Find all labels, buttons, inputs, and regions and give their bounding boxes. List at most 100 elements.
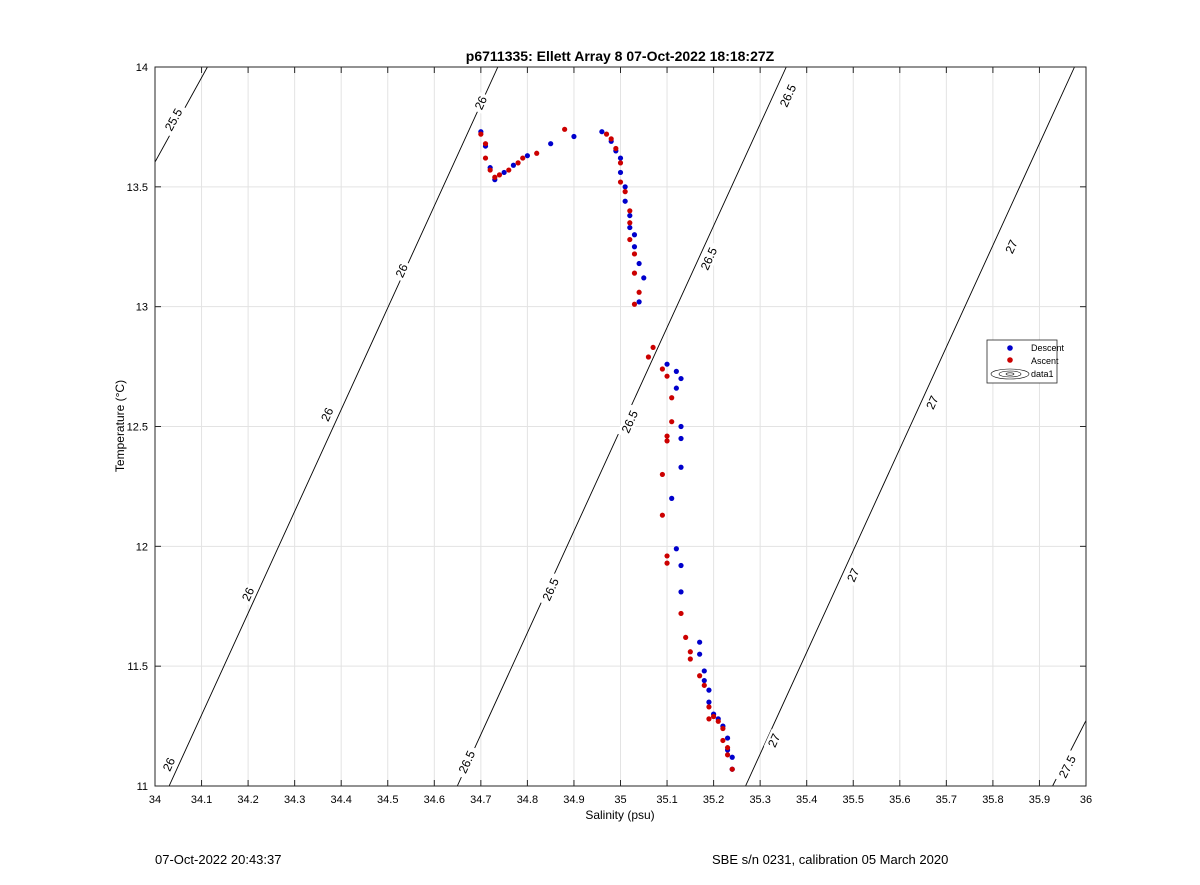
ascent-point [720, 725, 726, 732]
ascent-point [534, 150, 540, 156]
isopycnal-label-text: 26 [393, 261, 411, 279]
descent-point [664, 361, 670, 367]
ascent-point [608, 136, 614, 142]
y-tick-label: 13 [136, 302, 148, 314]
descent-point [641, 275, 647, 281]
x-axis-label: Salinity (psu) [585, 808, 654, 822]
ascent-point [613, 145, 619, 152]
descent-point [636, 299, 642, 305]
x-tick-label: 35.5 [843, 794, 864, 806]
x-tick-label: 35.9 [1029, 794, 1050, 806]
ascent-point [664, 438, 670, 444]
x-tick-label: 35.8 [982, 794, 1003, 806]
ascent-point [687, 649, 693, 655]
legend-box [986, 339, 1058, 384]
ascent-point [687, 656, 693, 662]
ascent-point [636, 289, 642, 295]
x-tick-label: 34.5 [377, 794, 398, 806]
descent-point [678, 375, 684, 382]
legend-ascent-marker [1007, 357, 1013, 363]
ascent-point [664, 433, 670, 439]
ascent-point [697, 673, 703, 679]
ascent-point [706, 716, 712, 722]
descent-point [631, 244, 638, 250]
data-points [478, 126, 735, 772]
isopycnal-label-text: 27 [765, 731, 783, 749]
descent-point [631, 232, 638, 238]
ascent-point [482, 141, 489, 147]
x-tick-label: 34.7 [470, 794, 491, 806]
ascent-point [520, 155, 526, 161]
ascent-point [678, 610, 684, 617]
ascent-point [669, 419, 675, 425]
descent-point [524, 153, 531, 159]
ascent-point [724, 752, 731, 758]
ascent-point [664, 560, 670, 566]
isopycnal-label: 27 [922, 390, 943, 415]
descent-point [678, 435, 684, 442]
y-axis-ticks: 11 11.5 12 12.5 13 13.5 14 [127, 62, 1086, 793]
descent-point [678, 423, 684, 430]
descent-point [697, 639, 703, 645]
isopycnal-line [168, 67, 499, 786]
descent-point [706, 687, 712, 693]
isopycnal-label: 26 [470, 91, 492, 115]
x-axis-ticks: 34 34.1 34.2 34.3 34.4 34.5 34.6 34.7 34.8 34.9 35… [149, 67, 1092, 806]
x-tick-label: 34.9 [563, 794, 584, 806]
ascent-point [603, 131, 610, 137]
ascent-point [487, 167, 493, 173]
isopycnal-label-text: 26 [160, 755, 178, 773]
descent-point [622, 184, 628, 190]
legend-ascent-label: Ascent [1031, 356, 1059, 366]
isopycnal-label-text: 26 [318, 405, 336, 423]
ascent-point [478, 131, 484, 137]
x-tick-label: 36 [1080, 794, 1092, 806]
ascent-point [496, 172, 503, 178]
ascent-point [701, 682, 707, 688]
descent-point [669, 495, 675, 501]
ascent-point [683, 634, 689, 641]
isopycnal-label: 26 [316, 402, 338, 427]
x-tick-label: 35.7 [936, 794, 957, 806]
isopycnal-label-text: 27 [923, 393, 941, 411]
isopycnal-label-text: 26 [239, 585, 257, 603]
ascent-point [659, 366, 665, 372]
isopycnal-label-text: 27 [844, 566, 862, 584]
descent-point [617, 155, 624, 161]
ascent-point [664, 373, 670, 379]
x-tick-label: 34.2 [237, 794, 258, 806]
x-tick-label: 34.1 [191, 794, 212, 806]
ascent-point [650, 344, 656, 351]
descent-point [724, 735, 731, 741]
descent-point [673, 385, 679, 391]
x-tick-label: 35.3 [749, 794, 770, 806]
isopycnal-label-text: 27 [1002, 237, 1020, 255]
ascent-point [627, 220, 633, 226]
descent-point [673, 368, 679, 374]
isopycnal-label-bg [1053, 749, 1081, 785]
descent-point [706, 699, 712, 705]
ascent-point [631, 251, 638, 257]
footer-sensor-info: SBE s/n 0231, calibration 05 March 2020 [712, 852, 949, 867]
descent-point [729, 754, 735, 760]
x-tick-label: 35.1 [656, 794, 677, 806]
y-tick-label: 13.5 [127, 182, 148, 194]
descent-point [622, 198, 628, 204]
isopycnal-label: 27 [763, 728, 785, 753]
ascent-point [562, 126, 568, 132]
isopycnal-label-bg [537, 572, 564, 607]
ascent-point [515, 160, 521, 166]
isopycnal-label-bg [842, 563, 864, 587]
y-tick-label: 11.5 [127, 661, 148, 673]
ascent-point [627, 208, 633, 214]
isopycnal-label: 27 [842, 563, 864, 587]
isopycnal-label-bg [159, 102, 188, 138]
isopycnal-label-bg [775, 78, 802, 114]
ascent-point [627, 236, 633, 243]
descent-point [548, 141, 554, 147]
descent-point [678, 562, 684, 569]
isopycnal-label-bg [453, 744, 480, 780]
descent-point [571, 133, 577, 140]
ascent-point [724, 745, 731, 751]
